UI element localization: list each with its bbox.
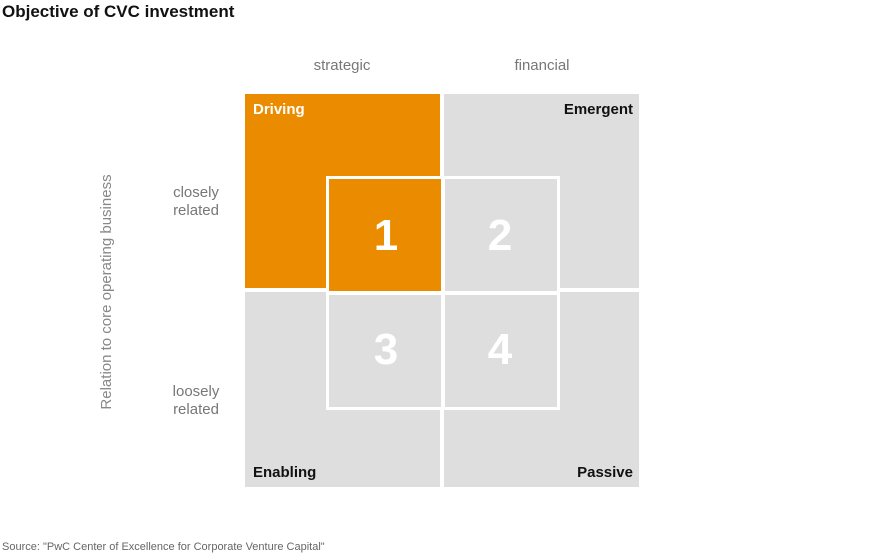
quadrant-label-driving: Driving <box>253 101 305 118</box>
inner-grid: 1 2 3 4 <box>326 176 560 410</box>
inner-divider-horizontal <box>329 291 557 295</box>
quadrant-label-enabling: Enabling <box>253 464 317 481</box>
y-axis-label: Relation to core operating business <box>98 174 115 410</box>
cell-1: 1 <box>329 179 443 293</box>
row-label-line: related <box>173 401 219 418</box>
cell-2: 2 <box>443 179 557 293</box>
column-label-strategic: strategic <box>313 57 371 74</box>
quadrant-label-emergent: Emergent <box>563 101 633 118</box>
column-label-financial: financial <box>514 57 570 74</box>
row-label-line: loosely <box>172 383 220 400</box>
cell-4: 4 <box>443 293 557 407</box>
row-label-line: related <box>173 202 219 219</box>
row-label-loosely-related: loosely related <box>150 383 242 419</box>
page-title: Objective of CVC investment <box>2 2 235 21</box>
row-label-line: closely <box>173 184 219 201</box>
source-note: Source: "PwC Center of Excellence for Co… <box>2 541 325 553</box>
cell-3: 3 <box>329 293 443 407</box>
row-label-closely-related: closely related <box>150 184 242 220</box>
quadrant-label-passive: Passive <box>577 464 633 481</box>
